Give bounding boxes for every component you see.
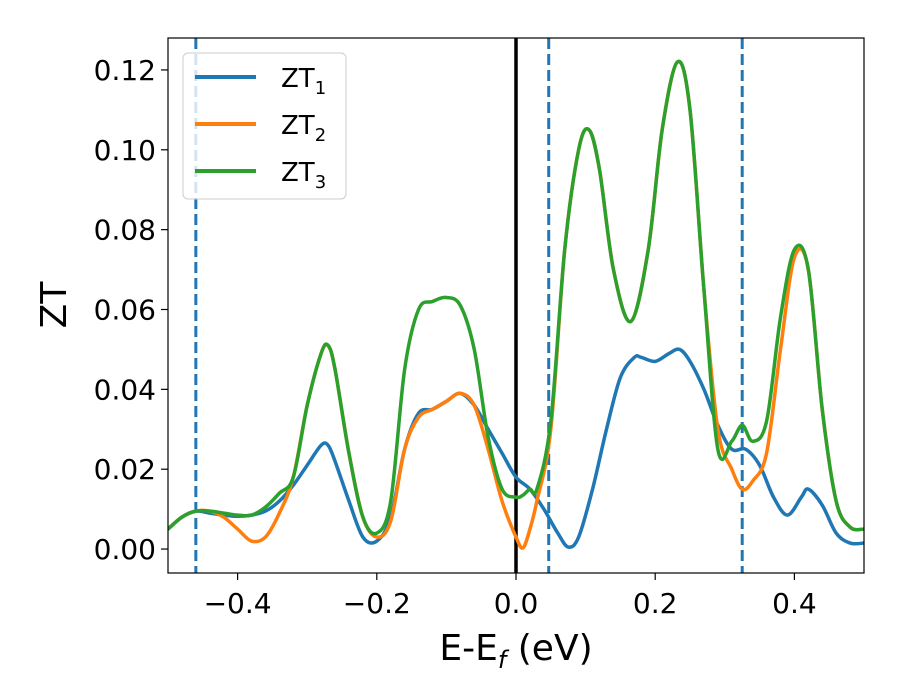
y-tick-label: 0.12 — [94, 54, 156, 87]
y-tick-label: 0.10 — [94, 134, 156, 167]
series-line-zt3 — [168, 59, 864, 536]
y-axis-label: ZT — [34, 281, 75, 329]
legend: ZT1 ZT2 ZT3 — [182, 52, 347, 200]
x-tick-label: 0.0 — [494, 587, 539, 620]
x-tick-label: −0.4 — [204, 587, 272, 620]
legend-label-zt1: ZT1 — [281, 64, 326, 99]
y-tick-label: 0.06 — [94, 293, 156, 326]
y-tick-label: 0.00 — [94, 533, 156, 566]
x-tick-label: −0.2 — [343, 587, 411, 620]
x-axis-label: E-Ef (eV) — [439, 628, 592, 674]
legend-label-zt2: ZT2 — [281, 111, 326, 146]
x-tick-label: 0.4 — [772, 587, 817, 620]
x-tick-label: 0.2 — [633, 587, 678, 620]
y-tick-label: 0.08 — [94, 214, 156, 247]
y-tick-label: 0.02 — [94, 453, 156, 486]
legend-box — [182, 52, 347, 200]
y-tick-label: 0.04 — [94, 373, 156, 406]
legend-label-zt3: ZT3 — [281, 158, 326, 193]
